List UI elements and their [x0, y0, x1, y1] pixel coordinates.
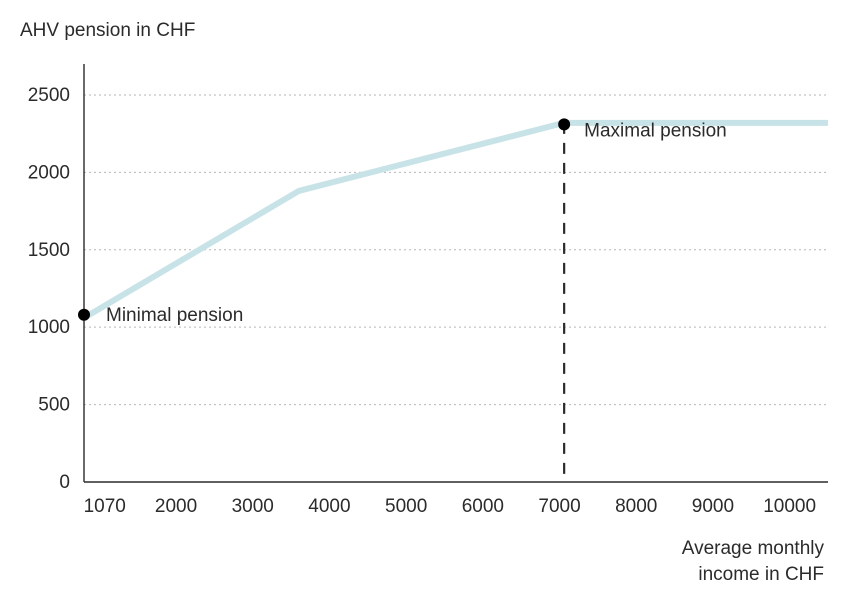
y-tick-label: 1000 [28, 317, 70, 338]
y-tick-label: 2500 [28, 85, 70, 106]
min-pension-marker [78, 309, 90, 321]
max-pension-marker [558, 118, 570, 130]
y-axis-title: AHV pension in CHF [20, 20, 195, 41]
x-tick-label: 5000 [385, 496, 427, 517]
x-tick-label: 2000 [155, 496, 197, 517]
chart-container: 0 500 1000 1500 2000 2500 1070 2000 3000 4000 5000… [0, 0, 849, 616]
x-axis-title-line1: Average monthly [682, 538, 825, 559]
y-tick-label: 2000 [28, 162, 70, 183]
x-tick-label: 6000 [462, 496, 504, 517]
max-pension-label: Maximal pension [584, 120, 727, 141]
x-tick-label: 4000 [308, 496, 350, 517]
x-tick-label: 8000 [615, 496, 657, 517]
x-tick-label: 7000 [538, 496, 580, 517]
min-pension-label: Minimal pension [106, 305, 243, 326]
y-tick-label: 500 [38, 395, 70, 416]
y-tick-label: 0 [59, 472, 70, 493]
x-tick-label: 9000 [692, 496, 734, 517]
y-tick-label: 1500 [28, 240, 70, 261]
x-tick-label: 1070 [84, 496, 126, 517]
x-tick-label: 3000 [232, 496, 274, 517]
pension-chart: 0 500 1000 1500 2000 2500 1070 2000 3000 4000 5000… [0, 0, 849, 616]
x-axis-title-line2: income in CHF [698, 564, 824, 585]
x-tick-label: 10000 [763, 496, 816, 517]
